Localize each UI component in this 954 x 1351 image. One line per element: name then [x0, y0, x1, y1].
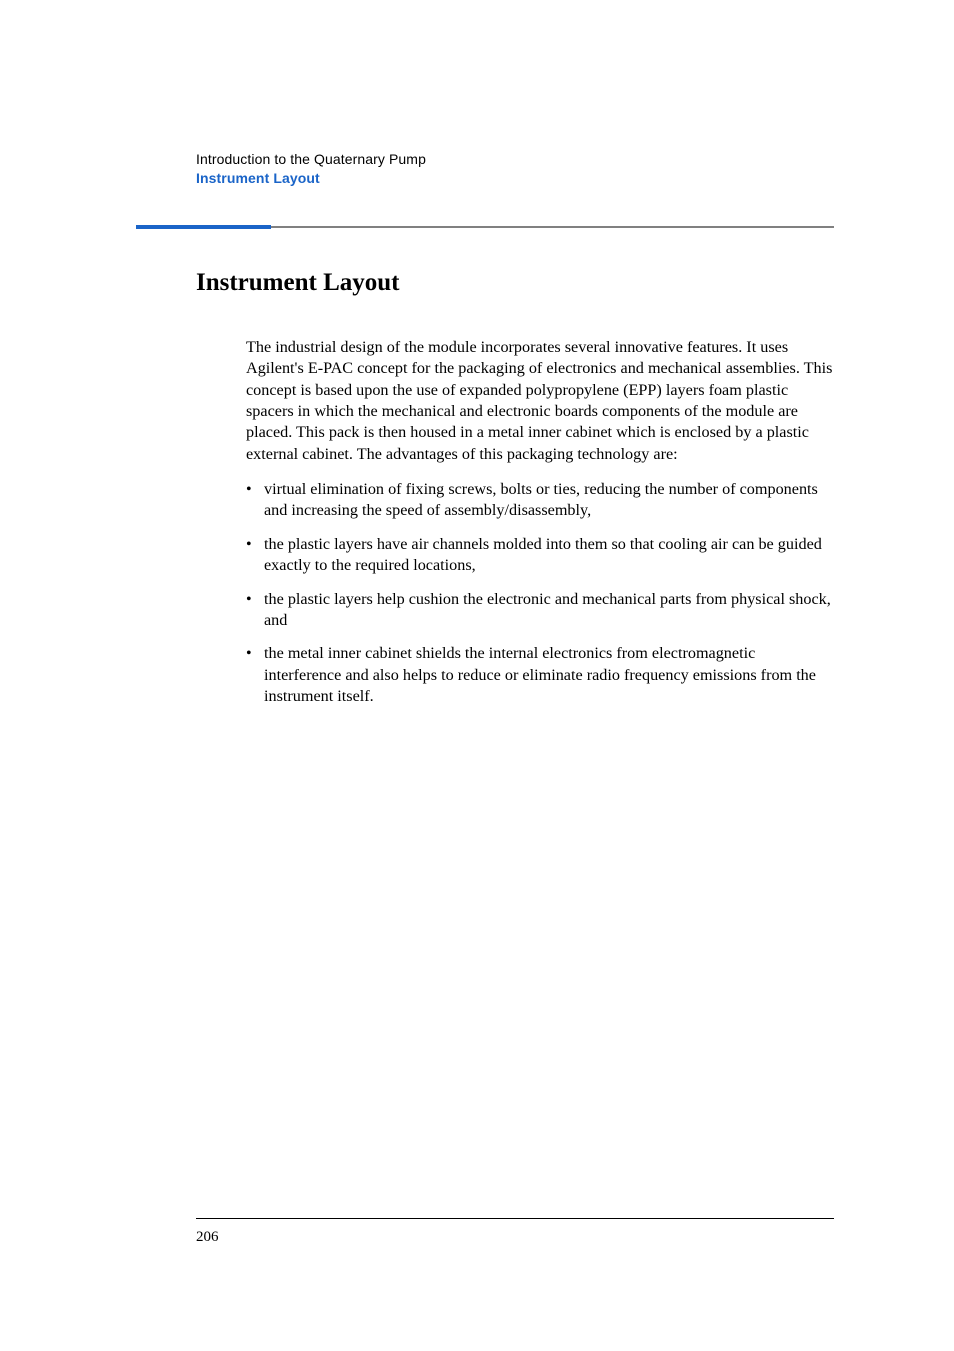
intro-paragraph: The industrial design of the module inco… — [246, 337, 834, 465]
running-section-title: Instrument Layout — [196, 169, 834, 188]
rule-blue — [136, 225, 271, 229]
list-item: the plastic layers help cushion the elec… — [246, 589, 834, 632]
body-text: The industrial design of the module inco… — [246, 337, 834, 708]
footer-rule — [196, 1218, 834, 1219]
rule-grey — [196, 226, 834, 228]
page-footer: 206 — [196, 1218, 834, 1246]
list-item: the plastic layers have air channels mol… — [246, 534, 834, 577]
page-heading: Instrument Layout — [196, 269, 834, 297]
page: Introduction to the Quaternary Pump Inst… — [0, 0, 954, 1351]
running-head: Introduction to the Quaternary Pump Inst… — [196, 150, 834, 188]
bullet-list: virtual elimination of fixing screws, bo… — [246, 479, 834, 707]
page-number: 206 — [196, 1229, 834, 1246]
chapter-title: Introduction to the Quaternary Pump — [196, 150, 834, 169]
heading-rule — [196, 226, 834, 229]
list-item: virtual elimination of fixing screws, bo… — [246, 479, 834, 522]
list-item: the metal inner cabinet shields the inte… — [246, 643, 834, 707]
